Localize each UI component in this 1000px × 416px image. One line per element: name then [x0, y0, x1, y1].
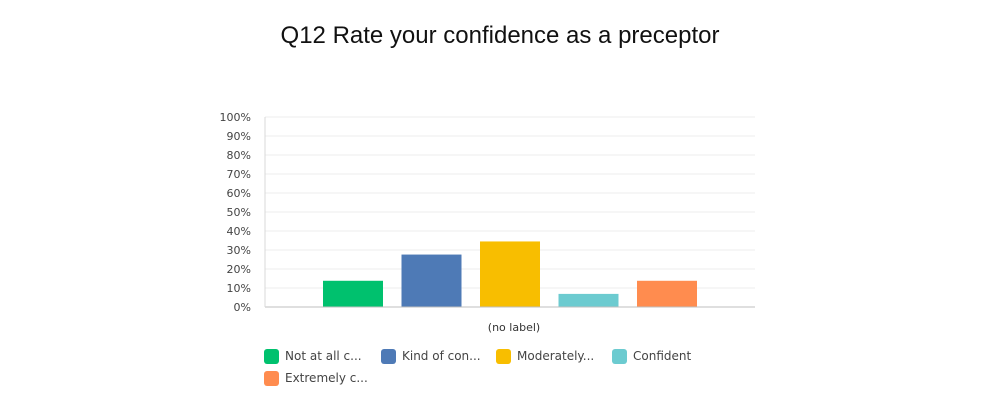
bar-5[interactable] [637, 280, 697, 307]
legend-item[interactable]: Confident [612, 348, 691, 364]
legend-swatch [612, 348, 627, 364]
y-tick-label: 30% [227, 244, 251, 257]
legend-swatch [264, 348, 279, 364]
y-tick-label: 80% [227, 149, 251, 162]
chart-title: Q12 Rate your confidence as a preceptor [280, 22, 720, 49]
legend-item[interactable]: Extremely c... [264, 370, 368, 386]
x-axis-label: (no label) [488, 321, 540, 334]
y-tick-label: 0% [234, 301, 251, 314]
legend-item[interactable]: Kind of con... [381, 348, 481, 364]
bar-2[interactable] [401, 254, 462, 307]
y-tick-label: 40% [227, 225, 251, 238]
bar-1[interactable] [323, 280, 383, 307]
bar-3[interactable] [480, 241, 540, 307]
y-tick-label: 100% [220, 111, 251, 124]
legend-label: Kind of con... [402, 349, 481, 363]
legend-item[interactable]: Not at all c... [264, 348, 362, 364]
bar-chart: 0% 10% 20% 30% 40% 50% 60% 70% 80% 90% 100% (no la… [220, 111, 755, 334]
y-tick-label: 70% [227, 168, 251, 181]
y-tick-label: 60% [227, 187, 251, 200]
legend-item[interactable]: Moderately... [496, 348, 594, 364]
bars [323, 241, 697, 307]
bar-4[interactable] [558, 293, 619, 307]
legend-swatch [496, 348, 511, 364]
legend-label: Not at all c... [285, 349, 362, 363]
y-tick-label: 90% [227, 130, 251, 143]
y-tick-label: 50% [227, 206, 251, 219]
legend-swatch [264, 370, 279, 386]
y-tick-label: 20% [227, 263, 251, 276]
y-tick-label: 10% [227, 282, 251, 295]
legend-label: Confident [633, 349, 692, 363]
y-axis-ticks: 0% 10% 20% 30% 40% 50% 60% 70% 80% 90% 100% [220, 111, 251, 314]
legend-label: Moderately... [517, 349, 595, 363]
legend-label: Extremely c... [285, 371, 368, 385]
legend-swatch [381, 348, 396, 364]
